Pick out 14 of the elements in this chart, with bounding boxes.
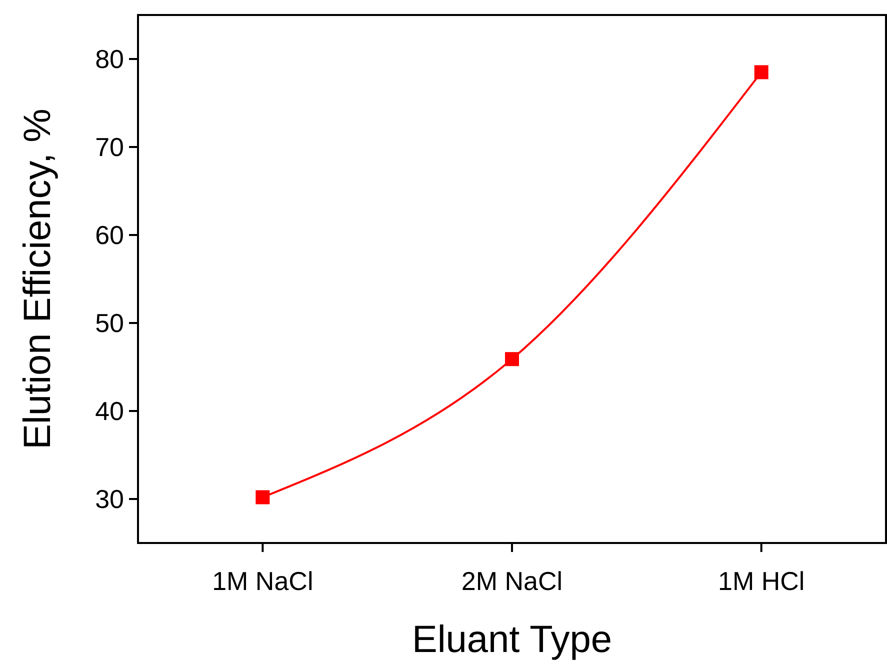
x-tick-label: 1M NaCl <box>212 566 314 596</box>
y-tick-label: 50 <box>95 308 124 338</box>
x-axis-title: Eluant Type <box>412 619 612 661</box>
x-tick-label: 2M NaCl <box>461 566 563 596</box>
x-tick-label: 1M HCl <box>718 566 805 596</box>
y-tick-label: 30 <box>95 484 124 514</box>
y-tick-label: 80 <box>95 44 124 74</box>
y-tick-label: 60 <box>95 220 124 250</box>
point <box>754 65 768 80</box>
y-tick-label: 70 <box>95 132 124 162</box>
y-tick-label: 40 <box>95 396 124 426</box>
point <box>505 352 519 366</box>
point <box>256 490 270 504</box>
y-axis-title: Elution Efficiency, % <box>17 108 59 450</box>
